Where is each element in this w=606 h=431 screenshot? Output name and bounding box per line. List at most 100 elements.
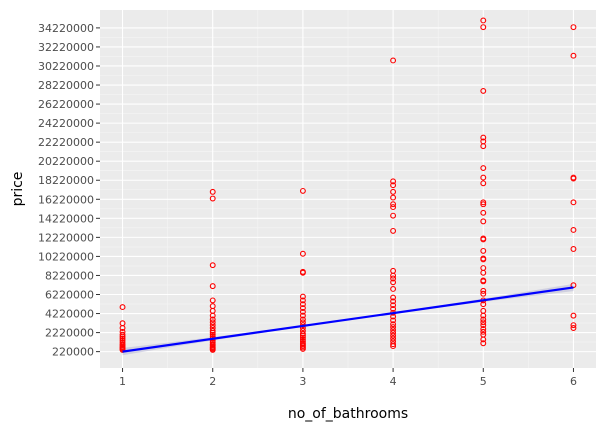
data-point (390, 341, 397, 348)
data-point (480, 201, 487, 208)
data-point (390, 306, 397, 312)
y-axis-title: price (10, 172, 26, 207)
data-point (480, 336, 487, 343)
data-point (390, 324, 397, 331)
data-point (390, 298, 397, 305)
data-point (390, 326, 397, 333)
data-point (299, 187, 306, 194)
data-point (209, 195, 216, 202)
y-tick-label: 32220000 (38, 41, 94, 54)
data-point (390, 329, 397, 336)
data-point (299, 330, 306, 337)
data-point (390, 57, 397, 64)
trend-line (122, 286, 574, 353)
data-point (390, 294, 397, 301)
data-point (570, 175, 577, 182)
y-tick-label: 14220000 (38, 212, 94, 225)
data-point (570, 322, 577, 329)
data-point (480, 134, 487, 141)
data-point (480, 236, 487, 243)
data-point (209, 188, 216, 195)
data-point (390, 201, 397, 208)
data-point (480, 290, 487, 297)
minor-gridlines (100, 10, 596, 368)
data-point (209, 346, 216, 353)
data-point (480, 322, 487, 329)
data-point (390, 279, 397, 286)
data-point (480, 340, 487, 347)
data-point (209, 312, 216, 319)
data-point (299, 319, 306, 326)
data-point (299, 269, 306, 276)
data-point (480, 301, 487, 308)
data-point (299, 305, 306, 311)
data-point (119, 325, 126, 331)
data-point (299, 293, 306, 300)
y-tick-label: 22220000 (38, 136, 94, 149)
data-point (390, 321, 397, 328)
data-point (299, 332, 306, 339)
data-point (480, 256, 487, 263)
data-point (209, 262, 216, 269)
data-point (480, 199, 487, 206)
data-point (390, 335, 397, 342)
data-point (299, 308, 306, 315)
data-point (209, 316, 216, 323)
data-point (570, 246, 577, 252)
data-point (570, 24, 577, 31)
data-point (480, 24, 487, 31)
data-point (480, 180, 487, 187)
data-point (390, 272, 397, 279)
data-point (119, 304, 126, 311)
y-tick-label: 26220000 (38, 98, 94, 111)
data-point (390, 188, 397, 195)
data-point (299, 312, 306, 319)
data-point (570, 226, 577, 233)
data-point (570, 312, 577, 319)
data-point (209, 327, 216, 334)
data-point (480, 312, 487, 319)
x-tick-label: 4 (390, 375, 397, 388)
y-tick-label: 4220000 (45, 308, 94, 321)
y-tick-label: 10220000 (38, 250, 94, 263)
data-point (480, 269, 487, 276)
data-point (480, 87, 487, 94)
data-point (299, 316, 306, 323)
data-point (480, 316, 487, 323)
data-point (209, 329, 216, 336)
data-point (119, 331, 126, 338)
major-gridlines (100, 10, 596, 368)
y-tick-label: 24220000 (38, 117, 94, 130)
y-tick-label: 220000 (52, 346, 94, 359)
data-point (480, 247, 487, 254)
data-point (390, 204, 397, 211)
data-point (209, 297, 216, 304)
data-point (480, 326, 487, 332)
x-tick-label: 2 (209, 375, 216, 388)
data-point (480, 174, 487, 181)
x-axis-title: no_of_bathrooms (288, 406, 408, 422)
data-point (390, 227, 397, 234)
data-point (390, 302, 397, 309)
y-tick-label: 2220000 (45, 327, 94, 340)
data-point (390, 194, 397, 201)
data-point (480, 218, 487, 225)
data-point (480, 165, 487, 172)
x-tick-label: 3 (299, 375, 306, 388)
data-point (209, 331, 216, 338)
y-tick-label: 30220000 (38, 60, 94, 73)
data-point (299, 250, 306, 257)
y-tick-label: 34220000 (38, 22, 94, 35)
y-tick-label: 16220000 (38, 193, 94, 206)
data-point (480, 319, 487, 326)
y-tick-label: 20220000 (38, 155, 94, 168)
data-point (570, 325, 577, 331)
data-point (570, 52, 577, 59)
data-point (119, 333, 126, 340)
axis-ticks: 1 2 3 4 5 62200002220000422000062200008220000… (38, 22, 577, 388)
x-tick-label: 5 (480, 375, 487, 388)
data-point (570, 199, 577, 206)
data-point (299, 297, 306, 304)
x-tick-label: 6 (570, 375, 577, 388)
